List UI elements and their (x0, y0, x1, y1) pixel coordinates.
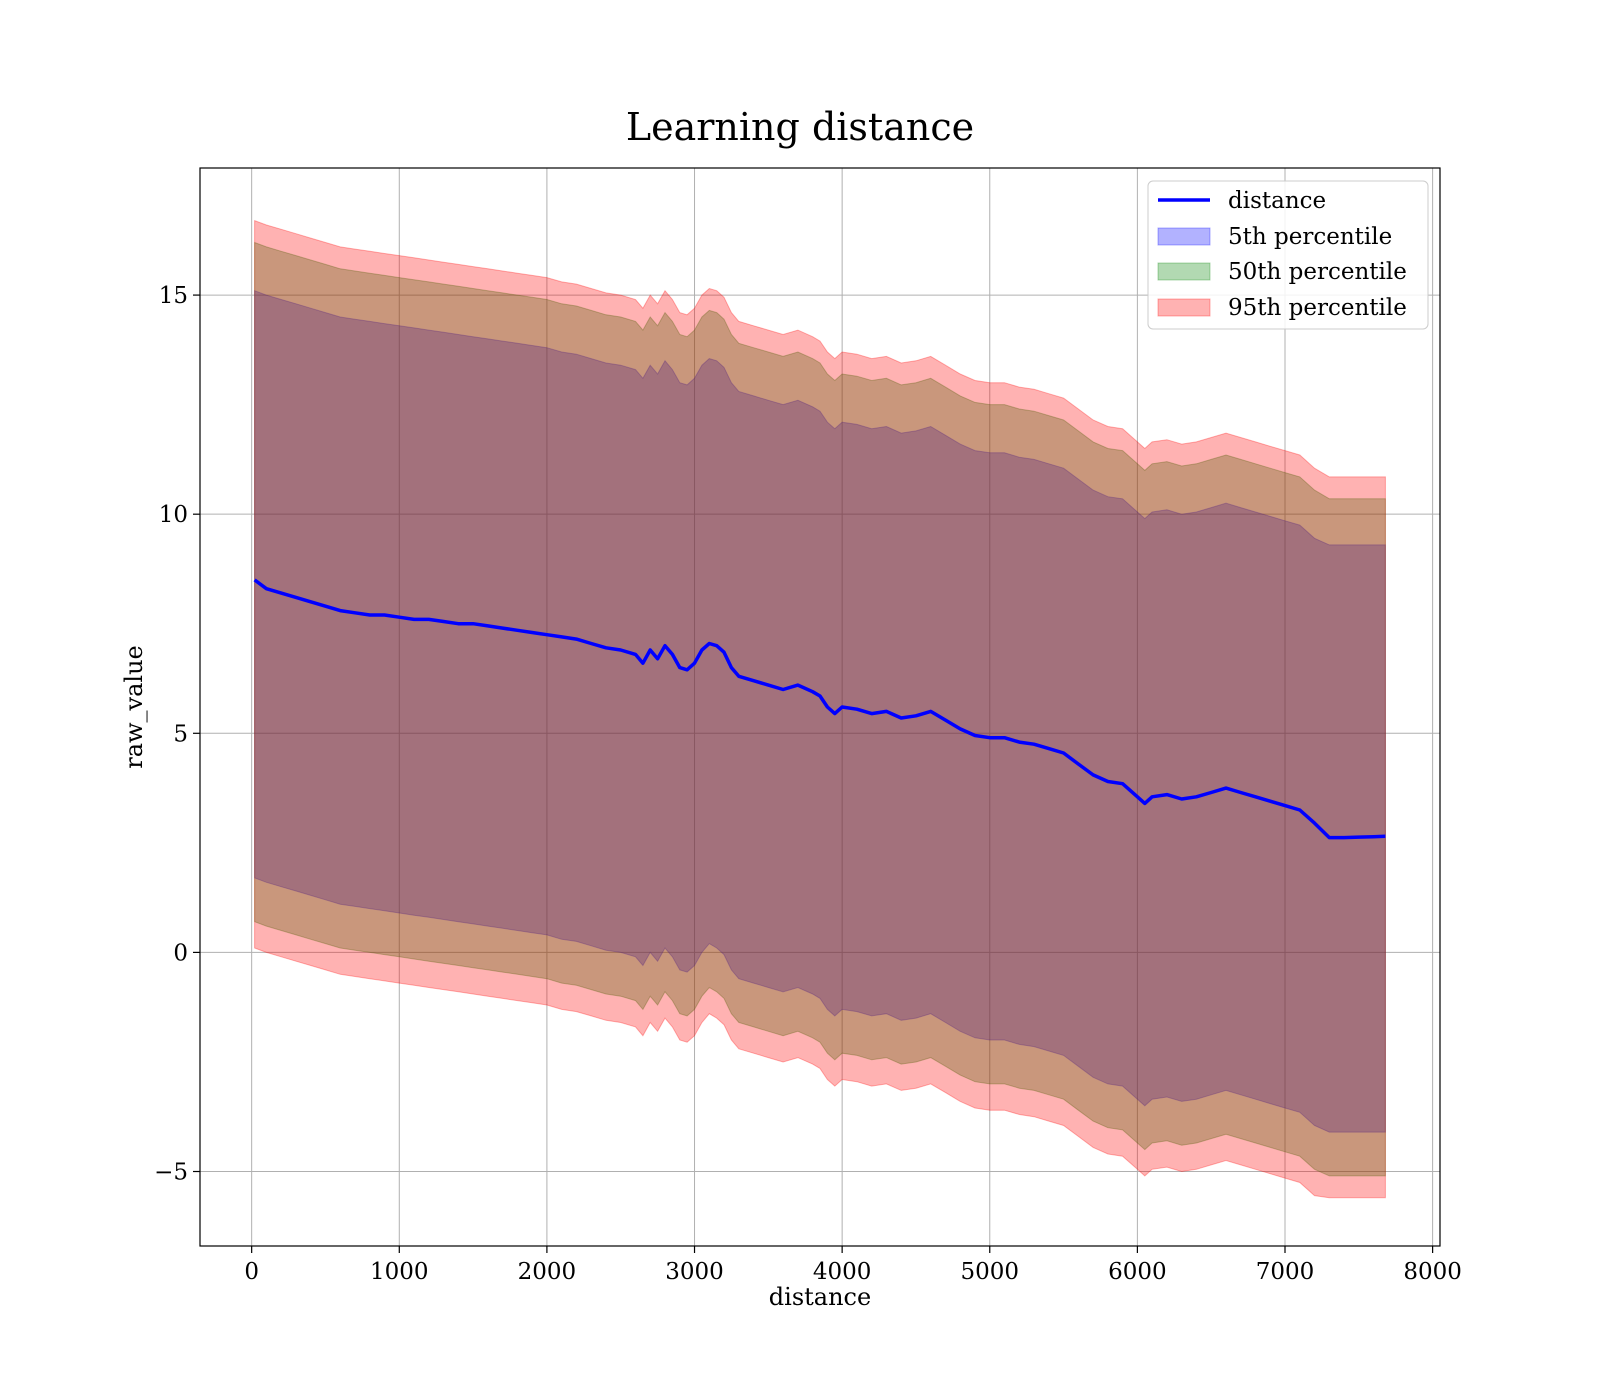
x-tick-label: 2000 (518, 1259, 577, 1285)
legend-label: 95th percentile (1228, 295, 1407, 321)
legend-swatch-50th (1157, 262, 1211, 281)
y-tick-label: −5 (154, 1160, 188, 1186)
legend-box (1147, 180, 1429, 330)
band-95th (254, 219, 1386, 1199)
x-tick-label: 4000 (813, 1259, 872, 1285)
legend-label: 5th percentile (1228, 224, 1392, 250)
y-axis-label: raw_value (120, 645, 148, 769)
legend-label: 50th percentile (1228, 259, 1407, 285)
distance-line (253, 578, 1386, 840)
x-tick-label: 8000 (1403, 1259, 1462, 1285)
legend-label: distance (1228, 188, 1326, 214)
series-lines (253, 578, 1386, 840)
y-tick-label: 5 (173, 721, 188, 747)
legend: distance 5th percentile 50th percentile 95t… (1147, 180, 1429, 330)
x-tick-label: 7000 (1256, 1259, 1315, 1285)
plot-frame (199, 167, 1441, 1247)
y-ticks: −5 0 5 10 15 (154, 283, 200, 1186)
y-tick-label: 15 (159, 283, 188, 309)
x-tick-label: 0 (244, 1259, 259, 1285)
band-5th (254, 289, 1386, 1133)
x-tick-label: 5000 (960, 1259, 1019, 1285)
x-ticks: 0 1000 2000 3000 4000 5000 6000 7000 8000 (244, 1246, 1462, 1285)
legend-swatch-5th (1157, 227, 1211, 246)
chart-title: Learning distance (626, 105, 974, 149)
y-tick-label: 10 (159, 502, 188, 528)
legend-swatch-95th (1157, 298, 1211, 317)
grid (200, 168, 1440, 1246)
y-tick-label: 0 (173, 940, 188, 966)
x-tick-label: 3000 (665, 1259, 724, 1285)
percentile-bands (254, 219, 1386, 1199)
band-50th (254, 241, 1386, 1177)
x-tick-label: 6000 (1108, 1259, 1167, 1285)
x-axis-label: distance (769, 1283, 871, 1311)
x-tick-label: 1000 (370, 1259, 429, 1285)
